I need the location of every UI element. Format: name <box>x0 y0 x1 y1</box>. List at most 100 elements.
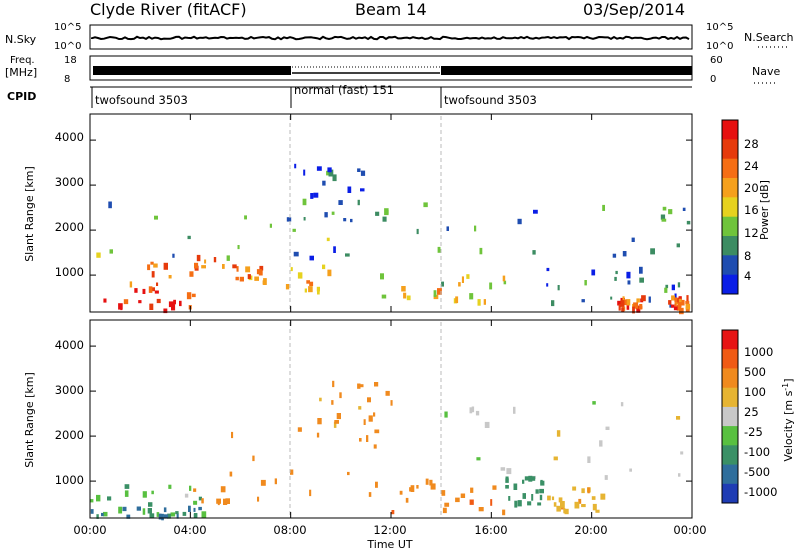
heatmap-cell <box>193 507 196 512</box>
heatmap-cell <box>317 287 320 295</box>
heatmap-cell <box>292 228 296 232</box>
velocity-data-layer <box>90 380 684 521</box>
heatmap-cell <box>682 207 686 211</box>
power-cbar-tick-12: 12 <box>744 226 759 240</box>
heatmap-cell <box>357 383 361 389</box>
heatmap-cell <box>599 440 603 447</box>
heatmap-cell <box>213 257 217 263</box>
freq-panel: Freq. [MHz] 18 8 60 0 Nave <box>5 55 780 85</box>
heatmap-cell <box>506 468 512 475</box>
vel-cbar-tick-25: 25 <box>744 405 759 419</box>
heatmap-cell <box>678 473 681 477</box>
heatmap-cell <box>149 513 155 519</box>
heatmap-cell <box>639 277 644 283</box>
heatmap-cell <box>674 293 677 298</box>
heatmap-cell <box>458 282 461 287</box>
heatmap-cell <box>374 382 379 387</box>
heatmap-cell <box>430 483 436 490</box>
heatmap-cell <box>587 456 591 463</box>
heatmap-cell <box>592 401 596 405</box>
heatmap-cell <box>650 248 655 255</box>
heatmap-cell <box>671 295 675 301</box>
heatmap-cell <box>532 250 536 255</box>
heatmap-cell <box>437 288 442 295</box>
heatmap-cell <box>290 469 294 475</box>
heatmap-cell <box>194 262 199 269</box>
heatmap-cell <box>189 271 194 277</box>
heatmap-cell <box>584 280 587 286</box>
heatmap-cell <box>338 200 343 205</box>
colorbar-segment <box>722 406 738 427</box>
heatmap-cell <box>620 402 624 407</box>
heatmap-cell <box>161 513 164 521</box>
nsky-panel: N.Sky 10^5 10^0 10^5 10^0 N.Search <box>5 22 794 52</box>
heatmap-cell <box>96 494 101 502</box>
heatmap-cell <box>618 304 621 311</box>
heatmap-cell <box>522 493 526 499</box>
heatmap-cell <box>239 276 244 282</box>
heatmap-cell <box>581 299 585 303</box>
xtick-1600: 16:00 <box>474 523 507 537</box>
heatmap-cell <box>124 490 129 497</box>
heatmap-cell <box>591 269 596 276</box>
power-cbar-tick-20: 20 <box>744 181 759 195</box>
heatmap-cell <box>441 281 444 287</box>
heatmap-cell <box>274 478 277 485</box>
heatmap-cell <box>123 299 129 305</box>
heatmap-cell <box>661 218 667 222</box>
heatmap-cell <box>513 406 516 414</box>
heatmap-cell <box>254 276 259 281</box>
heatmap-cell <box>469 293 474 300</box>
heatmap-cell <box>551 300 555 307</box>
velocity-panel: Slant Range [km] 1000 2000 3000 4000 100… <box>23 319 795 521</box>
heatmap-cell <box>560 501 565 508</box>
heatmap-cell <box>563 507 566 514</box>
heatmap-cell <box>148 502 153 507</box>
power-ytick-2000: 2000 <box>55 220 84 234</box>
power-cbar-tick-4: 4 <box>744 269 751 283</box>
heatmap-cell <box>533 209 538 214</box>
cpid-label: CPID <box>7 90 36 103</box>
heatmap-cell <box>572 486 577 491</box>
heatmap-cell <box>476 457 481 461</box>
heatmap-cell <box>360 384 364 388</box>
nave-tick-top: 60 <box>710 55 723 66</box>
heatmap-cell <box>334 420 339 424</box>
heatmap-cell <box>167 513 171 519</box>
heatmap-cell <box>685 303 691 310</box>
xtick-0000: 00:00 <box>73 523 106 537</box>
heatmap-cell <box>163 308 168 314</box>
heatmap-cell <box>553 456 558 461</box>
power-cbar-tick-24: 24 <box>744 159 759 173</box>
heatmap-cell <box>595 509 600 513</box>
heatmap-cell <box>252 455 255 462</box>
heatmap-cell <box>96 252 101 258</box>
heatmap-cell <box>679 307 684 315</box>
heatmap-cell <box>513 483 518 490</box>
heatmap-cell <box>357 168 361 172</box>
heatmap-cell <box>294 163 297 169</box>
heatmap-cell <box>535 489 539 494</box>
colorbar-segment <box>722 426 738 446</box>
heatmap-cell <box>514 500 518 508</box>
heatmap-cell <box>680 299 685 306</box>
colorbar-segment <box>722 330 738 350</box>
heatmap-cell <box>524 476 530 481</box>
heatmap-cell <box>310 193 314 199</box>
power-cbar-label: Power [dB] <box>758 180 771 240</box>
heatmap-cell <box>373 412 376 417</box>
heatmap-cell <box>122 506 127 512</box>
heatmap-cell <box>317 418 322 425</box>
nsky-tick-top-left: 10^5 <box>54 22 81 33</box>
heatmap-cell <box>316 432 320 438</box>
heatmap-cell <box>168 484 172 489</box>
heatmap-cell <box>151 490 154 495</box>
heatmap-cell <box>331 211 335 215</box>
nsky-frame <box>89 24 693 50</box>
velocity-colorbar <box>721 329 739 504</box>
heatmap-cell <box>153 263 158 268</box>
heatmap-cell <box>120 306 123 311</box>
vel-cbar-tick-m1000: -1000 <box>744 485 777 499</box>
heatmap-cell <box>220 486 226 493</box>
heatmap-cell <box>158 513 162 520</box>
